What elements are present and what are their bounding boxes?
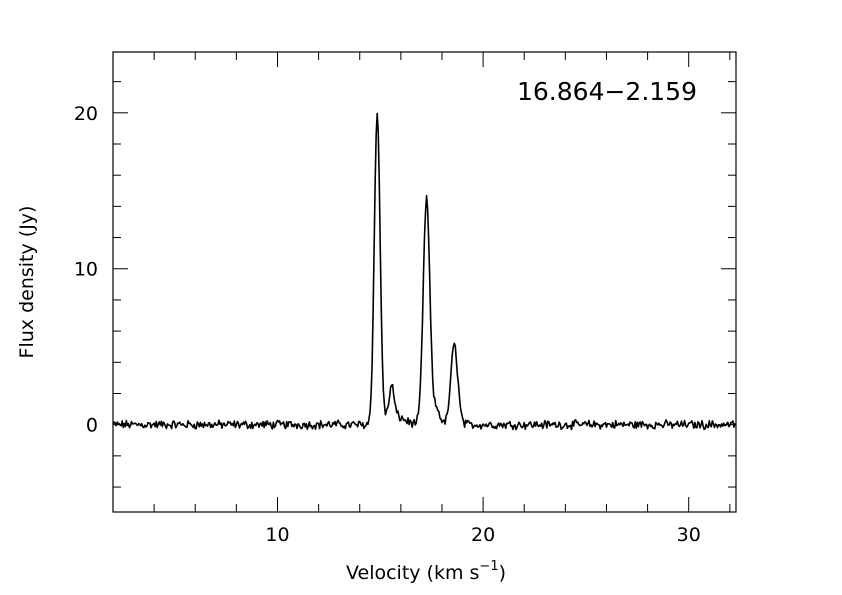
axis-ticks [112,52,736,512]
x-tick-label: 30 [677,524,701,546]
y-tick-label: 0 [86,415,98,437]
tick-labels: 10 20 30 0 10 20 [74,103,701,546]
x-axis-title-tail: ) [499,562,506,584]
x-tick-label: 20 [471,524,495,546]
y-axis-title: Flux density (Jy) [16,206,38,359]
spectrum-line [112,112,737,431]
plot-frame [112,51,737,513]
source-annotation: 16.864−2.159 [517,77,697,106]
y-tick-label: 20 [74,103,98,125]
x-axis-title: Velocity (km s−1) [346,559,506,584]
x-tick-label: 10 [265,524,289,546]
x-axis-title-main: Velocity (km s [346,562,479,584]
y-tick-label: 10 [74,259,98,281]
x-axis-title-superscript: −1 [479,559,498,574]
